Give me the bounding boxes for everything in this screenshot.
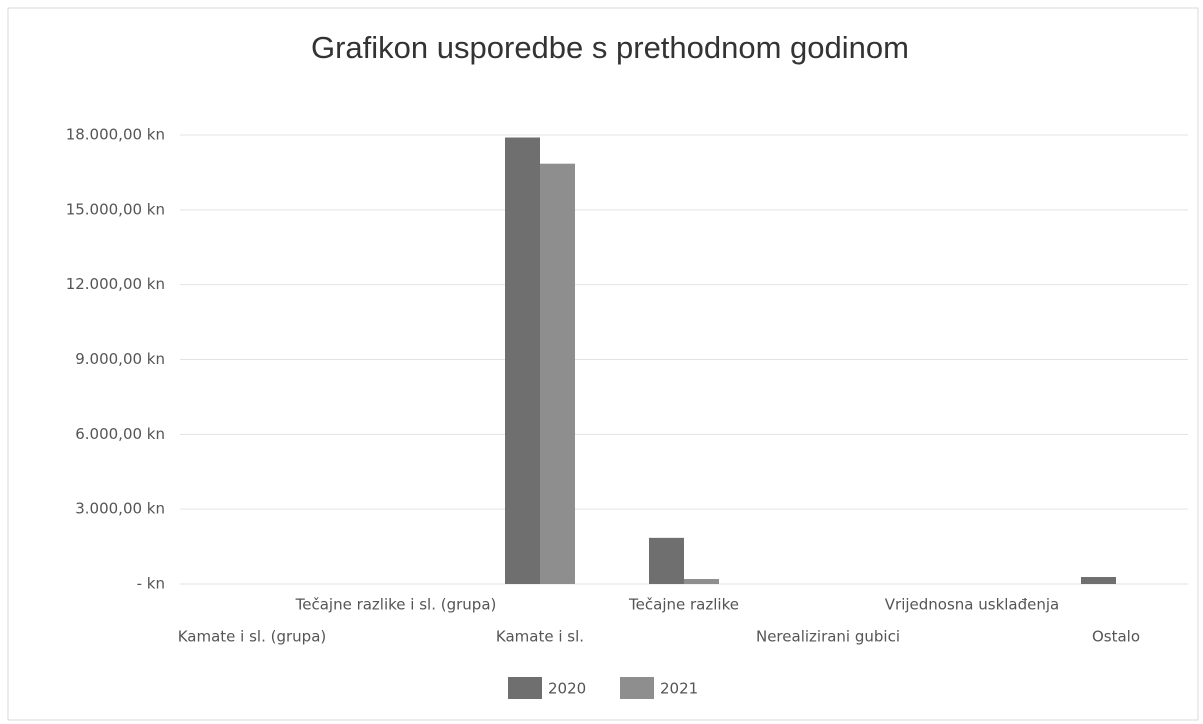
- legend-label: 2020: [548, 680, 586, 698]
- x-tick-label: Tečajne razlike: [628, 596, 739, 614]
- bar: [540, 163, 575, 585]
- y-tick-label: - kn: [137, 575, 165, 593]
- bar: [1081, 577, 1116, 584]
- y-tick-label: 18.000,00 kn: [66, 126, 165, 144]
- y-tick-label: 15.000,00 kn: [66, 200, 165, 218]
- legend-swatch: [620, 677, 654, 699]
- chart-border: [7, 7, 1199, 721]
- chart-title: Grafikon usporedbe s prethodnom godinom: [311, 30, 909, 65]
- bar: [684, 579, 719, 584]
- y-tick-label: 3.000,00 kn: [75, 500, 165, 518]
- y-tick-label: 9.000,00 kn: [75, 350, 165, 368]
- bar: [505, 137, 540, 584]
- y-tick-label: 6.000,00 kn: [75, 425, 165, 443]
- x-tick-label: Kamate i sl. (grupa): [178, 628, 327, 646]
- x-tick-label: Kamate i sl.: [496, 628, 584, 646]
- legend-label: 2021: [660, 680, 698, 698]
- y-tick-label: 12.000,00 kn: [66, 275, 165, 293]
- x-tick-label: Tečajne razlike i sl. (grupa): [295, 596, 497, 614]
- x-tick-label: Nerealizirani gubici: [756, 628, 900, 646]
- x-tick-label: Ostalo: [1092, 628, 1140, 646]
- bar: [649, 537, 684, 584]
- x-tick-label: Vrijednosna usklađenja: [885, 596, 1059, 614]
- legend-swatch: [508, 677, 542, 699]
